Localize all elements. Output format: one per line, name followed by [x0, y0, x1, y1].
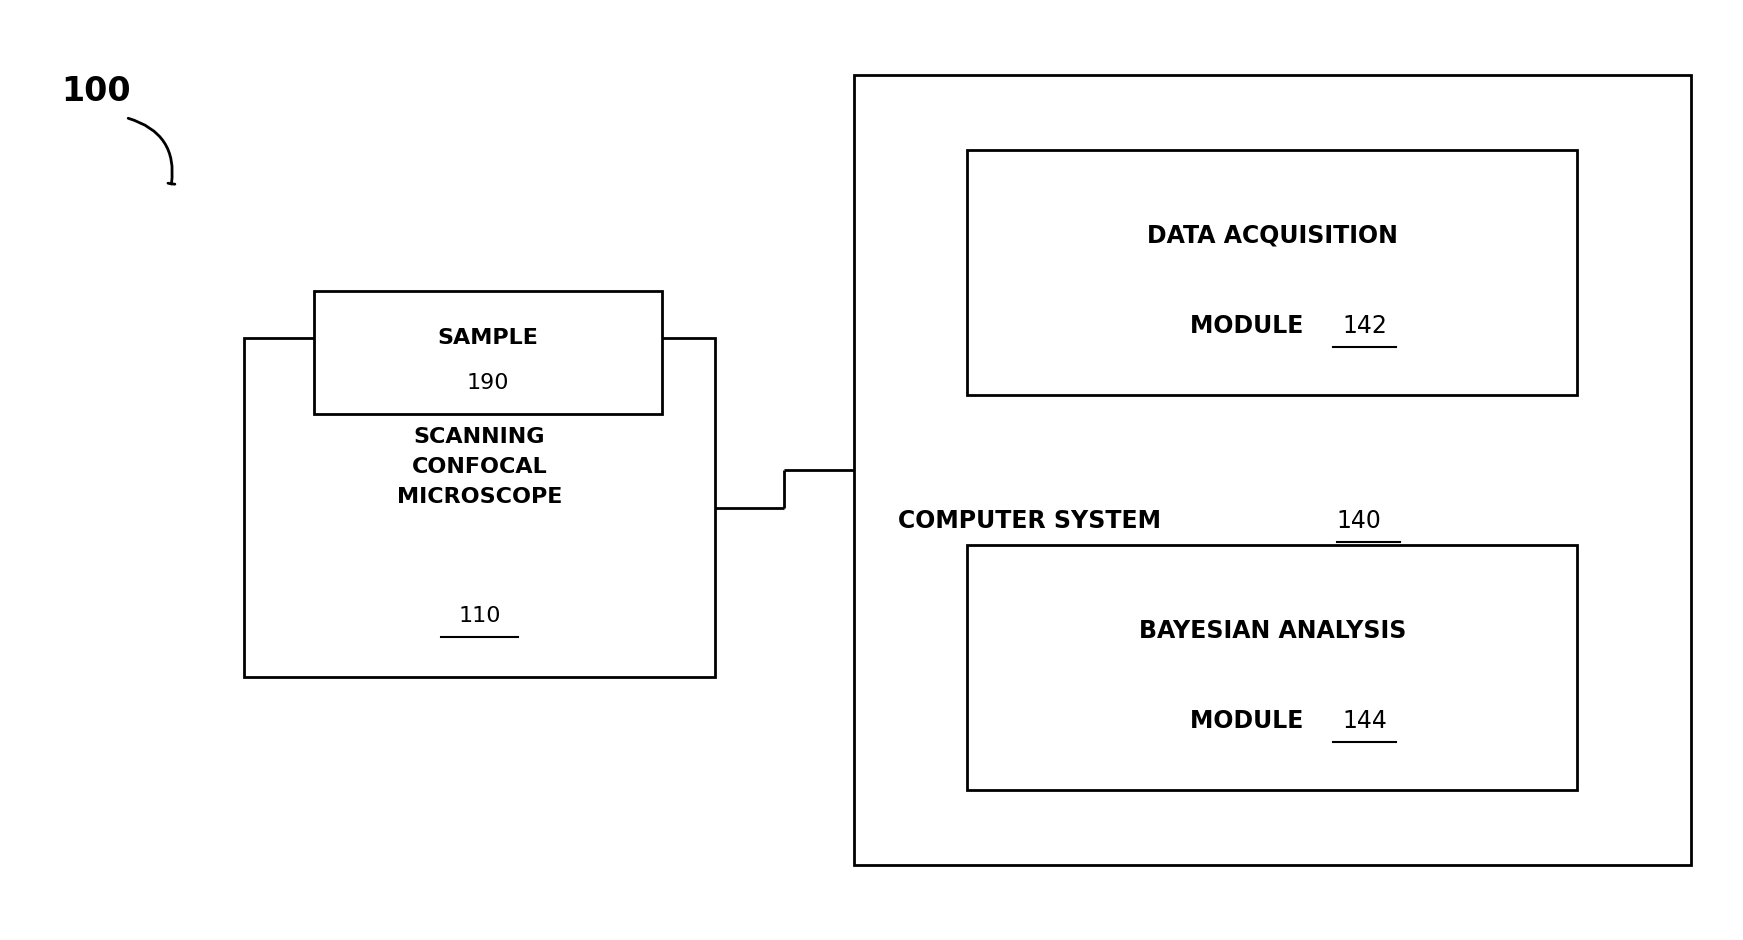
FancyBboxPatch shape [854, 75, 1691, 865]
Text: SCANNING
CONFOCAL
MICROSCOPE: SCANNING CONFOCAL MICROSCOPE [397, 428, 561, 507]
FancyBboxPatch shape [314, 291, 662, 414]
FancyBboxPatch shape [967, 150, 1577, 395]
Text: 190: 190 [467, 373, 509, 393]
Text: SAMPLE: SAMPLE [437, 328, 539, 348]
Text: 140: 140 [1337, 509, 1382, 533]
Text: 110: 110 [458, 606, 500, 626]
Text: MODULE: MODULE [1190, 314, 1319, 338]
FancyBboxPatch shape [244, 338, 715, 677]
Text: 142: 142 [1342, 314, 1387, 338]
FancyBboxPatch shape [967, 545, 1577, 790]
Text: COMPUTER SYSTEM: COMPUTER SYSTEM [898, 509, 1177, 533]
Text: BAYESIAN ANALYSIS: BAYESIAN ANALYSIS [1138, 619, 1407, 643]
Text: 100: 100 [61, 75, 131, 108]
Text: MODULE: MODULE [1190, 709, 1319, 733]
Text: 144: 144 [1342, 709, 1387, 733]
Text: DATA ACQUISITION: DATA ACQUISITION [1147, 224, 1398, 248]
